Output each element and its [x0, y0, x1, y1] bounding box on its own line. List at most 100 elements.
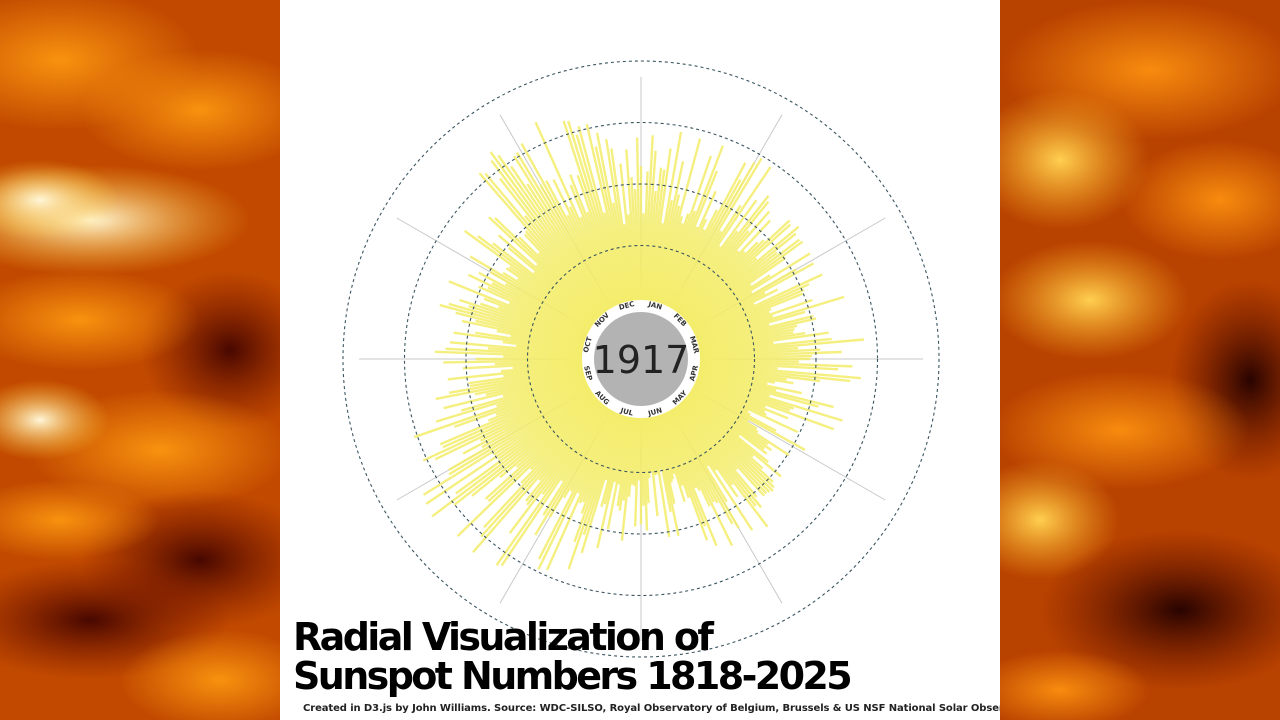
sunspot-bar [504, 282, 595, 334]
sunspot-bar [600, 410, 629, 508]
sunspot-bar [661, 190, 717, 311]
sunspot-bar [671, 199, 758, 317]
sun-texture-right [1000, 0, 1280, 720]
sunspot-bar [422, 386, 596, 496]
sunspot-bar [439, 303, 590, 347]
sunspot-bar [679, 239, 765, 323]
sunspot-bar [657, 155, 713, 309]
sunspot-bar [672, 401, 769, 528]
sunspot-bar [563, 405, 616, 499]
sunspot-bar [569, 206, 620, 311]
sunspot-bar [534, 121, 621, 311]
sunspot-bar [681, 392, 782, 478]
sunspot-bar [693, 369, 803, 395]
month-label-oct: OCT [582, 336, 594, 354]
sunspot-bar [497, 305, 591, 342]
sunspot-bar [468, 305, 590, 345]
sunspot-bar [643, 150, 657, 306]
sunspot-bar [622, 412, 636, 501]
chart-title-line-1: Radial Visualization of [293, 615, 714, 659]
sunspot-bar [633, 189, 641, 306]
sunspot-bar [693, 317, 817, 349]
sunspot-bar [494, 217, 603, 323]
sunspot-bar [603, 212, 630, 307]
center-hub [582, 300, 700, 418]
sunspot-bar [585, 123, 631, 307]
sunspot-bar [576, 174, 625, 309]
sunspot-bar [693, 324, 798, 349]
sunspot-bar [475, 319, 589, 349]
sunspot-bar [681, 225, 800, 326]
sunspot-bar [502, 271, 596, 332]
sunspot-bar [425, 388, 597, 505]
sunspot-bar [477, 235, 599, 328]
sunspot-bar [659, 145, 725, 310]
sunspot-bar [569, 406, 617, 492]
sunspot-bar [545, 180, 617, 312]
sunspot-bar [651, 194, 681, 307]
sunspot-bar [688, 288, 779, 336]
sunspot-bar [422, 380, 593, 462]
grid-ring-200 [465, 183, 817, 535]
sunspot-bar [443, 370, 589, 410]
sunspot-bar [685, 387, 790, 457]
sunspot-bar [694, 354, 812, 360]
sunspot-bar [687, 268, 797, 334]
sunspot-bar [513, 155, 614, 314]
sunspot-bar [481, 384, 595, 449]
sunspot-bar [487, 347, 588, 357]
sunspot-bar [642, 412, 650, 504]
sunspot-bar [449, 341, 588, 356]
sunspot-bar [577, 407, 620, 494]
sunspot-bar [680, 223, 792, 324]
sunspot-bar [657, 409, 690, 499]
sunspot-bar [692, 310, 806, 346]
sunspot-bar [652, 205, 681, 307]
sunspot-bar [462, 383, 594, 455]
sunspot-bar [679, 219, 791, 324]
sunspot-bar [459, 298, 591, 344]
sunspot-bar [680, 257, 758, 325]
sunspot-bar [538, 399, 608, 481]
sunspot-bar [692, 371, 819, 408]
sunspot-bar [656, 213, 690, 309]
sunspot-bar [640, 213, 645, 306]
sunspot-bar [455, 389, 599, 495]
sunspot-bar [664, 209, 719, 312]
sunspot-bar [687, 384, 806, 451]
sunspot-bar [694, 338, 865, 356]
sunspot-bar [462, 360, 588, 370]
sunspot-bar [662, 218, 708, 311]
sunspot-bar [627, 214, 638, 306]
sunspot-bar [692, 373, 843, 422]
sunspot-bar [566, 214, 618, 312]
sunspot-bar [548, 405, 616, 518]
sunspot-bar [635, 137, 642, 306]
sunspot-bar [491, 282, 594, 336]
sunspot-bar [478, 285, 593, 339]
sunspot-bar [667, 157, 763, 314]
sunspot-bar [690, 288, 805, 340]
sunspot-bar [495, 402, 612, 567]
sunspot-bar [677, 397, 771, 493]
sunspot-bar [488, 216, 603, 324]
sunspot-bar [434, 381, 593, 461]
sunspot-bar [508, 265, 598, 330]
sunspot-bar [690, 292, 804, 340]
sunspot-bar [575, 134, 628, 308]
sunspot-bar [682, 392, 770, 463]
sunspot-bar [453, 391, 600, 506]
sunspot-bar [665, 406, 719, 504]
sunspot-bar [484, 172, 608, 319]
sunspot-bar [507, 247, 601, 326]
sunspot-bar [610, 148, 635, 306]
sunspot-bar [675, 398, 738, 471]
sunspot-bar [677, 250, 746, 321]
sunspot-bar [604, 139, 634, 306]
sunspot-bar [647, 148, 672, 306]
sunspot-bar [537, 406, 618, 560]
sunspot-bar [616, 412, 634, 507]
sunspot-bar [648, 412, 671, 538]
sunspot-bar [688, 383, 777, 432]
sunspot-bar [596, 411, 631, 549]
